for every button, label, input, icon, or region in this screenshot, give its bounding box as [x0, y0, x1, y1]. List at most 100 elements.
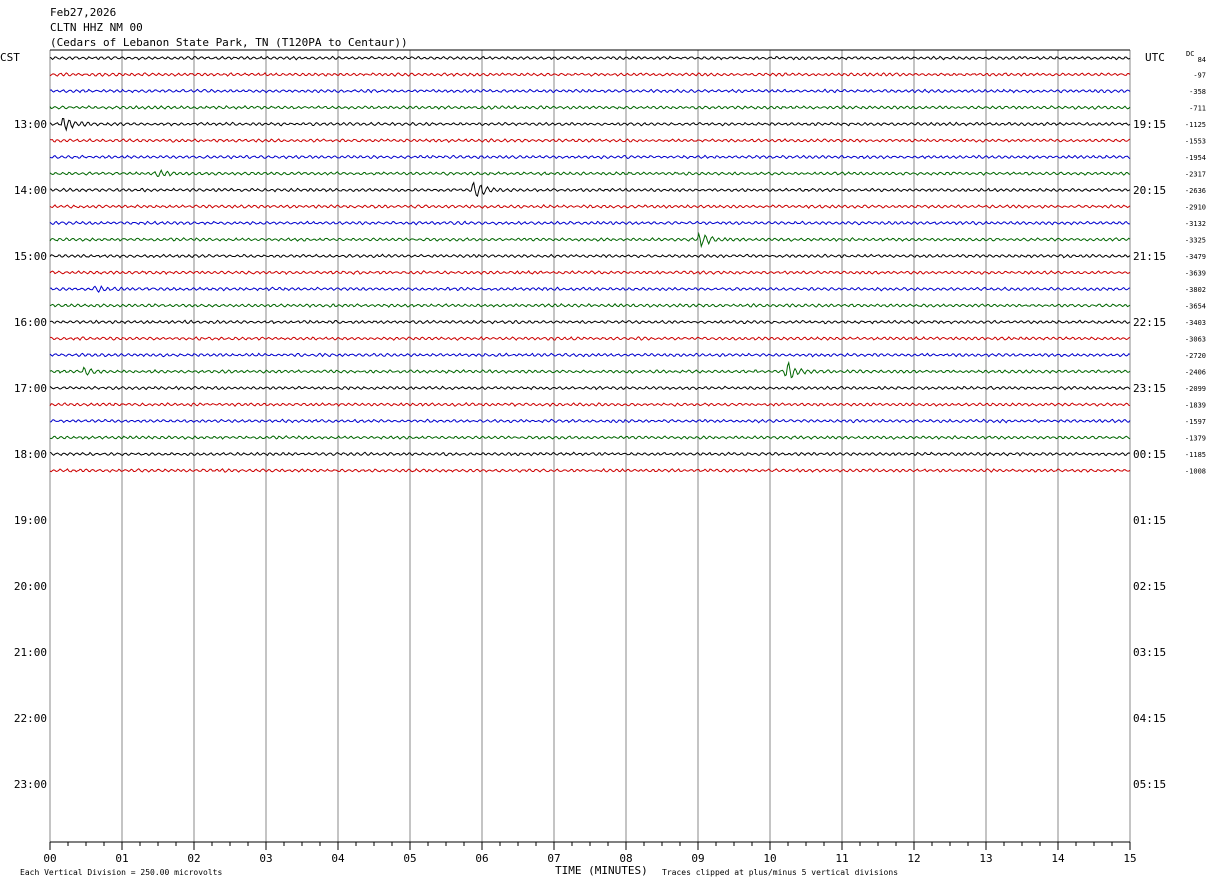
dc-offset-label: -3063 — [1185, 336, 1206, 344]
right-hour-label: 01:15 — [1133, 514, 1166, 527]
trace-line — [49, 360, 1131, 379]
x-tick-label: 09 — [691, 852, 704, 865]
trace-line — [49, 138, 1131, 143]
header-location: (Cedars of Lebanon State Park, TN (T120P… — [50, 36, 408, 49]
trace-line — [49, 468, 1131, 473]
trace-line — [49, 55, 1131, 61]
trace-line — [49, 117, 1131, 132]
left-hour-labels: 13:00 14:00 15:00 16:00 17:00 18:00 19:00 20:00… — [14, 118, 47, 791]
trace-line — [49, 72, 1131, 77]
left-hour-label: 18:00 — [14, 448, 47, 461]
dc-offset-label: -3403 — [1185, 319, 1206, 327]
right-hour-label: 00:15 — [1133, 448, 1166, 461]
trace-line — [49, 302, 1131, 308]
trace-line — [49, 88, 1131, 94]
dc-offset-label: -97 — [1193, 72, 1206, 80]
right-hour-label: 19:15 — [1133, 118, 1166, 131]
trace-line — [49, 104, 1131, 110]
x-tick-label: 07 — [547, 852, 560, 865]
dc-offset-label: -358 — [1189, 88, 1206, 96]
dc-offset-label: 84 — [1198, 56, 1206, 64]
x-tick-label: 13 — [979, 852, 992, 865]
x-tick-label: 15 — [1123, 852, 1136, 865]
right-timezone-label: UTC — [1145, 51, 1165, 64]
trace-line — [49, 154, 1131, 160]
trace-line — [49, 418, 1131, 424]
dc-offset-label: -3479 — [1185, 253, 1206, 261]
x-tick-label: 00 — [43, 852, 56, 865]
x-tick-label: 06 — [475, 852, 488, 865]
trace-line — [49, 181, 1131, 198]
trace-line — [49, 231, 1131, 249]
x-tick-label: 11 — [835, 852, 848, 865]
clip-note: Traces clipped at plus/minus 5 vertical … — [662, 868, 898, 877]
dc-offset-label: -3802 — [1185, 286, 1206, 294]
dc-label: DC — [1186, 50, 1194, 58]
right-hour-label: 21:15 — [1133, 250, 1166, 263]
right-hour-label: 23:15 — [1133, 382, 1166, 395]
scale-note: Each Vertical Division = 250.00 microvol… — [20, 868, 222, 877]
dc-offset-label: -2099 — [1185, 385, 1206, 393]
dc-offset-label: -3639 — [1185, 270, 1206, 278]
dc-offset-label: -1553 — [1185, 138, 1206, 146]
left-hour-label: 19:00 — [14, 514, 47, 527]
right-hour-label: 05:15 — [1133, 778, 1166, 791]
trace-line — [49, 319, 1131, 325]
seismic-traces — [49, 55, 1131, 473]
dc-offset-label: -1839 — [1185, 402, 1206, 410]
trace-line — [49, 203, 1131, 209]
x-axis: 00 01 02 03 04 05 06 07 08 09 10 11 12 13 14 15 — [43, 842, 1137, 865]
dc-offset-label: -1008 — [1185, 468, 1206, 476]
trace-line — [49, 435, 1131, 440]
trace-line — [49, 402, 1131, 408]
minute-grid — [49, 49, 1131, 843]
trace-line — [49, 253, 1131, 259]
trace-line — [49, 336, 1131, 341]
left-hour-label: 14:00 — [14, 184, 47, 197]
right-hour-label: 20:15 — [1133, 184, 1166, 197]
x-tick-label: 02 — [187, 852, 200, 865]
x-tick-label: 10 — [763, 852, 776, 865]
right-hour-label: 03:15 — [1133, 646, 1166, 659]
dc-offset-label: -1597 — [1185, 418, 1206, 426]
trace-line — [49, 168, 1131, 178]
dc-offset-label: -1954 — [1185, 154, 1206, 162]
left-hour-label: 22:00 — [14, 712, 47, 725]
left-hour-label: 23:00 — [14, 778, 47, 791]
x-tick-label: 05 — [403, 852, 416, 865]
dc-offset-label: -1185 — [1185, 451, 1206, 459]
dc-offset-label: -3132 — [1185, 220, 1206, 228]
dc-offset-label: -1379 — [1185, 435, 1206, 443]
x-tick-label: 04 — [331, 852, 345, 865]
left-hour-label: 16:00 — [14, 316, 47, 329]
right-hour-label: 22:15 — [1133, 316, 1166, 329]
trace-line — [49, 220, 1131, 226]
trace-line — [49, 385, 1131, 391]
dc-offset-label: -2720 — [1185, 352, 1206, 360]
dc-offset-label: -2636 — [1185, 187, 1206, 195]
header-date: Feb27,2026 — [50, 6, 116, 19]
dc-offset-labels: 84 -97 -358 -711 -1125 -1553 -1954 -2317 -2636 -2… — [1185, 56, 1206, 476]
x-tick-label: 03 — [259, 852, 272, 865]
trace-line — [49, 352, 1131, 358]
left-hour-label: 20:00 — [14, 580, 47, 593]
dc-offset-label: -711 — [1189, 105, 1206, 113]
header-station: CLTN HHZ NM 00 — [50, 21, 143, 34]
right-hour-labels: 19:15 20:15 21:15 22:15 23:15 00:15 01:15 02:15… — [1133, 118, 1166, 791]
dc-offset-label: -3325 — [1185, 237, 1206, 245]
trace-line — [49, 285, 1131, 294]
x-tick-label: 14 — [1051, 852, 1065, 865]
left-hour-label: 21:00 — [14, 646, 47, 659]
right-hour-label: 02:15 — [1133, 580, 1166, 593]
left-hour-label: 17:00 — [14, 382, 47, 395]
trace-line — [49, 451, 1131, 457]
dc-offset-label: -2317 — [1185, 171, 1206, 179]
dc-offset-label: -2406 — [1185, 369, 1206, 377]
trace-line — [49, 270, 1131, 275]
dc-offset-label: -1125 — [1185, 121, 1206, 129]
left-timezone-label: CST — [0, 51, 20, 64]
x-tick-label: 08 — [619, 852, 632, 865]
left-hour-label: 15:00 — [14, 250, 47, 263]
left-hour-label: 13:00 — [14, 118, 47, 131]
